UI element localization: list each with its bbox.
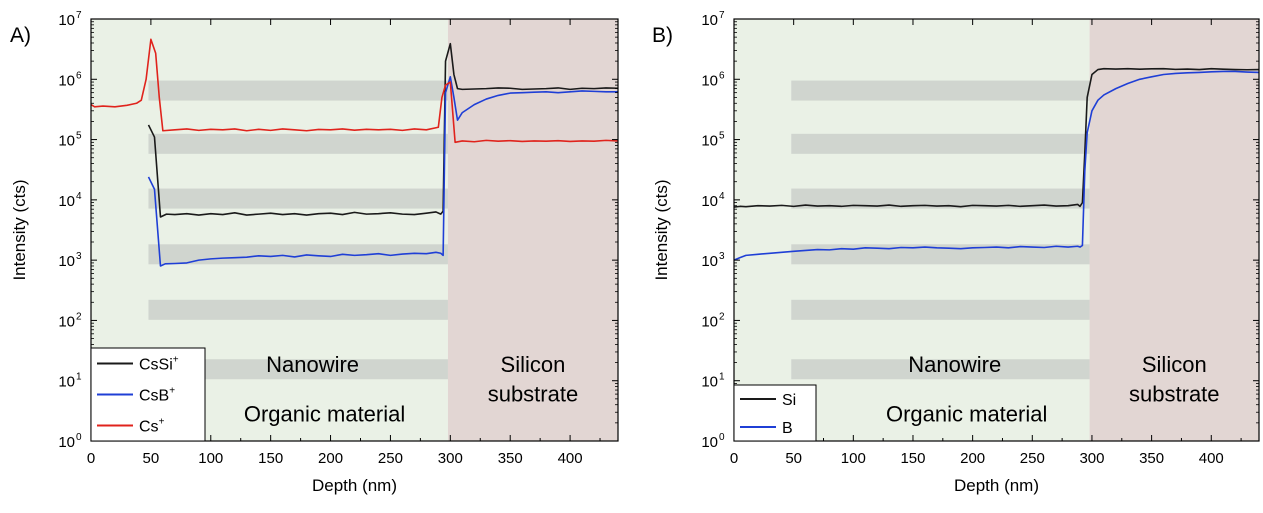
y-tick-exponent: 7 [719,10,725,21]
chart-panel-a: Nanowire Organic material Silicon substrate… [10,10,619,495]
y-tick-exponent: 0 [76,432,82,443]
y-tick-exponent: 2 [76,311,82,322]
series-line-cs [91,38,618,144]
y-tick-label: 10 [701,313,718,330]
legend-entry: B [782,420,793,437]
x-tick-label: 300 [438,450,463,467]
y-tick-label: 10 [58,434,75,451]
series-line-si [734,67,1259,208]
x-tick-label: 250 [1020,450,1045,467]
layer-band [148,299,448,320]
x-tick-label: 200 [318,450,343,467]
x-tick-label: 350 [498,450,523,467]
legend-entry: Si [782,392,796,409]
x-axis-label: Depth (nm) [312,476,397,495]
x-tick-label: 0 [730,450,738,467]
x-tick-label: 100 [841,450,866,467]
plot-frame [90,18,619,442]
layer-band [791,244,1090,265]
y-tick-label: 10 [58,374,75,391]
y-tick-label: 10 [701,374,718,391]
y-tick-exponent: 5 [719,131,725,142]
region-annotation: Organic material [244,402,405,427]
panel-label: B) [652,24,673,47]
legend-entry: CsB+ [139,386,175,405]
layer-band [148,244,448,265]
x-tick-label: 350 [1139,450,1164,467]
y-tick-label: 10 [58,133,75,150]
y-tick-exponent: 1 [76,372,82,383]
y-tick-label: 10 [58,253,75,270]
region-background [447,19,618,441]
y-tick-exponent: 3 [76,251,82,262]
x-tick-label: 400 [558,450,583,467]
y-tick-label: 10 [58,12,75,29]
y-tick-exponent: 2 [719,311,725,322]
y-tick-label: 10 [58,193,75,210]
y-tick-label: 10 [701,193,718,210]
legend-entry: Cs+ [139,417,165,436]
series-line-cssi [147,42,618,218]
region-annotation: Nanowire [266,352,359,377]
x-tick-label: 100 [198,450,223,467]
legend-entry: CsSi+ [139,355,179,374]
y-tick-exponent: 6 [719,70,725,81]
y-tick-label: 10 [58,72,75,89]
x-tick-label: 300 [1079,450,1104,467]
x-tick-label: 250 [378,450,403,467]
plot-frame [733,18,1260,442]
layer-band [791,299,1090,320]
x-tick-label: 150 [258,450,283,467]
layer-band [791,133,1090,154]
layer-band [148,359,448,380]
series-line-b [734,70,1259,261]
x-tick-label: 150 [900,450,925,467]
panel-label: A) [10,24,31,47]
region-background [1089,19,1259,441]
region-annotation: substrate [488,382,579,407]
y-tick-exponent: 4 [719,191,725,202]
y-tick-label: 10 [701,253,718,270]
y-tick-exponent: 7 [76,10,82,21]
legend: Si B [733,384,817,442]
y-tick-exponent: 4 [76,191,82,202]
region-annotation: substrate [1129,382,1220,407]
y-tick-label: 10 [701,72,718,89]
region-annotation: Silicon [501,352,566,377]
layer-band [791,80,1090,101]
legend: CsSi+ CsB+ Cs+ [90,347,206,442]
x-tick-label: 0 [87,450,95,467]
layer-band [791,359,1090,380]
region-annotation: Nanowire [908,352,1001,377]
y-tick-label: 10 [701,434,718,451]
y-tick-label: 10 [701,133,718,150]
chart-panel-b: Nanowire Organic material Silicon substrate… [652,10,1260,495]
y-tick-exponent: 6 [76,70,82,81]
region-annotation: Silicon [1142,352,1207,377]
x-tick-label: 50 [143,450,160,467]
x-tick-label: 50 [785,450,802,467]
y-axis-label: Intensity (cts) [10,179,29,280]
layer-band [148,188,448,209]
y-tick-exponent: 3 [719,251,725,262]
y-tick-label: 10 [58,313,75,330]
layer-band [148,80,448,101]
x-axis-label: Depth (nm) [954,476,1039,495]
layer-band [148,133,448,154]
layer-band [791,188,1090,209]
y-tick-exponent: 5 [76,131,82,142]
y-tick-exponent: 1 [719,372,725,383]
y-axis-label: Intensity (cts) [652,179,671,280]
region-annotation: Organic material [886,402,1047,427]
y-tick-label: 10 [701,12,718,29]
x-tick-label: 200 [960,450,985,467]
y-tick-exponent: 0 [719,432,725,443]
x-tick-label: 400 [1199,450,1224,467]
series-line-csb [147,75,618,267]
